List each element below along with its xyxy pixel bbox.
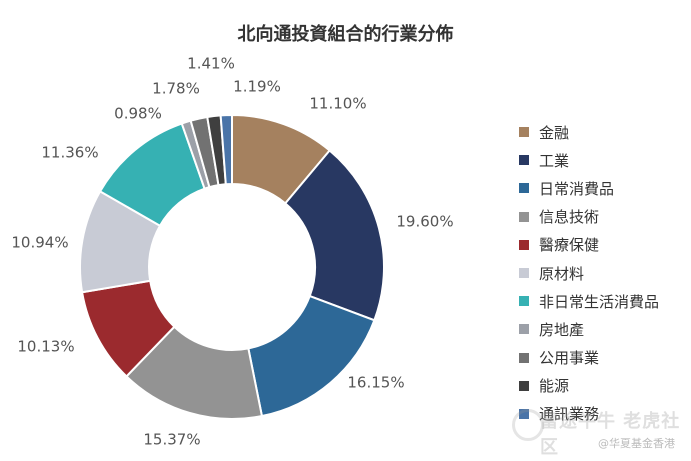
legend-item: 信息技術 [519, 203, 659, 231]
slice-label-6: 10.94% [11, 234, 68, 252]
legend-item: 醫療保健 [519, 231, 659, 259]
chart-legend: 金融工業日常消費品信息技術醫療保健原材料非日常生活消費品 房地產公用事業能源通訊業… [519, 118, 659, 428]
watermark-text: 富途牛牛 老虎社区 [540, 411, 681, 458]
legend-label: 工業 [539, 151, 570, 170]
legend-label: 能源 [539, 377, 570, 396]
slice-label-1: 11.10% [309, 95, 366, 113]
legend-label: 公用事業 [539, 349, 600, 368]
slice-11 [219, 113, 233, 186]
slice-label-8: 0.98% [114, 105, 162, 123]
legend-swatch [519, 127, 529, 138]
legend-label: 醫療保健 [539, 236, 600, 255]
watermark-subtext: @华夏基金香港 [598, 437, 675, 450]
legend-label: 信息技術 [539, 208, 600, 227]
legend-label: 金融 [539, 123, 570, 142]
legend-swatch [519, 268, 529, 279]
watermark: 富途牛牛 老虎社区 @华夏基金香港 [510, 405, 685, 458]
legend-swatch [519, 296, 529, 307]
legend-item: 能源 [519, 372, 659, 400]
legend-item: 原材料 [519, 259, 659, 287]
slice-label-3: 16.15% [347, 374, 404, 392]
chart-title: 北向通投資組合的行業分佈 [237, 24, 454, 45]
slice-label-7: 11.36% [41, 144, 98, 162]
legend-label: 非日常生活消費品 [539, 292, 660, 311]
legend-item: 日常消費品 [519, 174, 659, 202]
slice-label-10: 1.41% [187, 55, 235, 73]
legend-item: 金融 [519, 118, 659, 146]
legend-label: 原材料 [539, 264, 585, 283]
legend-label: 房地產 [539, 320, 585, 339]
legend-swatch [519, 211, 529, 222]
legend-swatch [519, 155, 529, 166]
watermark-logo-icon [512, 409, 544, 441]
slice-label-5: 10.13% [17, 338, 74, 356]
legend-swatch [519, 183, 529, 194]
legend-item: 非日常生活消費品 [519, 287, 659, 315]
slice-2 [283, 149, 385, 322]
slice-label-2: 19.60% [396, 213, 453, 231]
legend-label: 日常消費品 [539, 179, 615, 198]
slice-label-9: 1.78% [152, 80, 200, 98]
legend-item: 房地產 [519, 315, 659, 343]
slice-3 [247, 294, 376, 418]
slice-label-4: 15.37% [143, 431, 200, 449]
legend-swatch [519, 380, 529, 391]
legend-swatch [519, 239, 529, 250]
legend-item: 工業 [519, 146, 659, 174]
legend-swatch [519, 352, 529, 363]
legend-item: 公用事業 [519, 344, 659, 372]
legend-label: 通訊業務 [539, 405, 600, 424]
legend-swatch [519, 324, 529, 335]
slice-label-11: 1.19% [233, 78, 281, 96]
